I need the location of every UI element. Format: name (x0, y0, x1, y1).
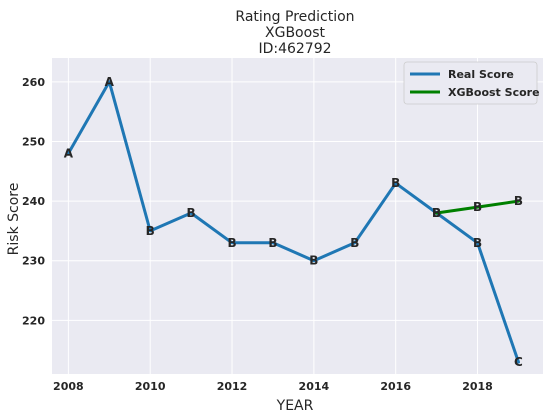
series-layer (66, 80, 520, 364)
x-tick-label: 2010 (135, 380, 166, 393)
y-tick-label: 260 (22, 76, 45, 89)
point-label: B (473, 236, 482, 250)
y-tick-label: 220 (22, 314, 45, 327)
point-label: A (64, 146, 74, 160)
chart-subtitle: XGBoost (265, 25, 325, 41)
point-label: B (268, 236, 277, 250)
x-tick-label: 2012 (217, 380, 248, 393)
y-tick-label: 230 (22, 255, 45, 268)
point-label: B (432, 206, 441, 220)
point-label: B (309, 254, 318, 268)
x-axis-ticks: 2008 2010 2012 2014 2016 2018 (53, 380, 493, 393)
legend-label: Real Score (448, 68, 514, 81)
grid-lines (52, 58, 543, 374)
point-label: B (146, 224, 155, 238)
point-label: B (227, 236, 236, 250)
point-label: C (514, 355, 523, 369)
x-tick-label: 2016 (380, 380, 411, 393)
point-label: A (105, 75, 115, 89)
series-line-1 (435, 199, 520, 215)
y-tick-label: 250 (22, 135, 45, 148)
point-label: B (350, 236, 359, 250)
point-label: B (473, 200, 482, 214)
y-axis-label: Risk Score (6, 183, 22, 256)
point-label: B (514, 194, 523, 208)
point-label: B (432, 206, 441, 220)
x-axis-label: YEAR (276, 398, 314, 414)
x-tick-label: 2008 (53, 380, 84, 393)
x-tick-label: 2018 (462, 380, 493, 393)
legend-label: XGBoost Score (448, 86, 540, 99)
series-line-0 (66, 80, 520, 364)
chart-id-label: ID:462792 (258, 41, 331, 57)
chart-title: Rating Prediction (235, 9, 354, 25)
plot-area (52, 58, 543, 374)
y-tick-label: 240 (22, 195, 45, 208)
point-label: B (187, 206, 196, 220)
point-label: B (391, 176, 400, 190)
y-axis-ticks: 220 230 240 250 260 (22, 76, 45, 327)
legend: Real Score XGBoost Score (403, 61, 540, 105)
x-tick-label: 2014 (299, 380, 330, 393)
